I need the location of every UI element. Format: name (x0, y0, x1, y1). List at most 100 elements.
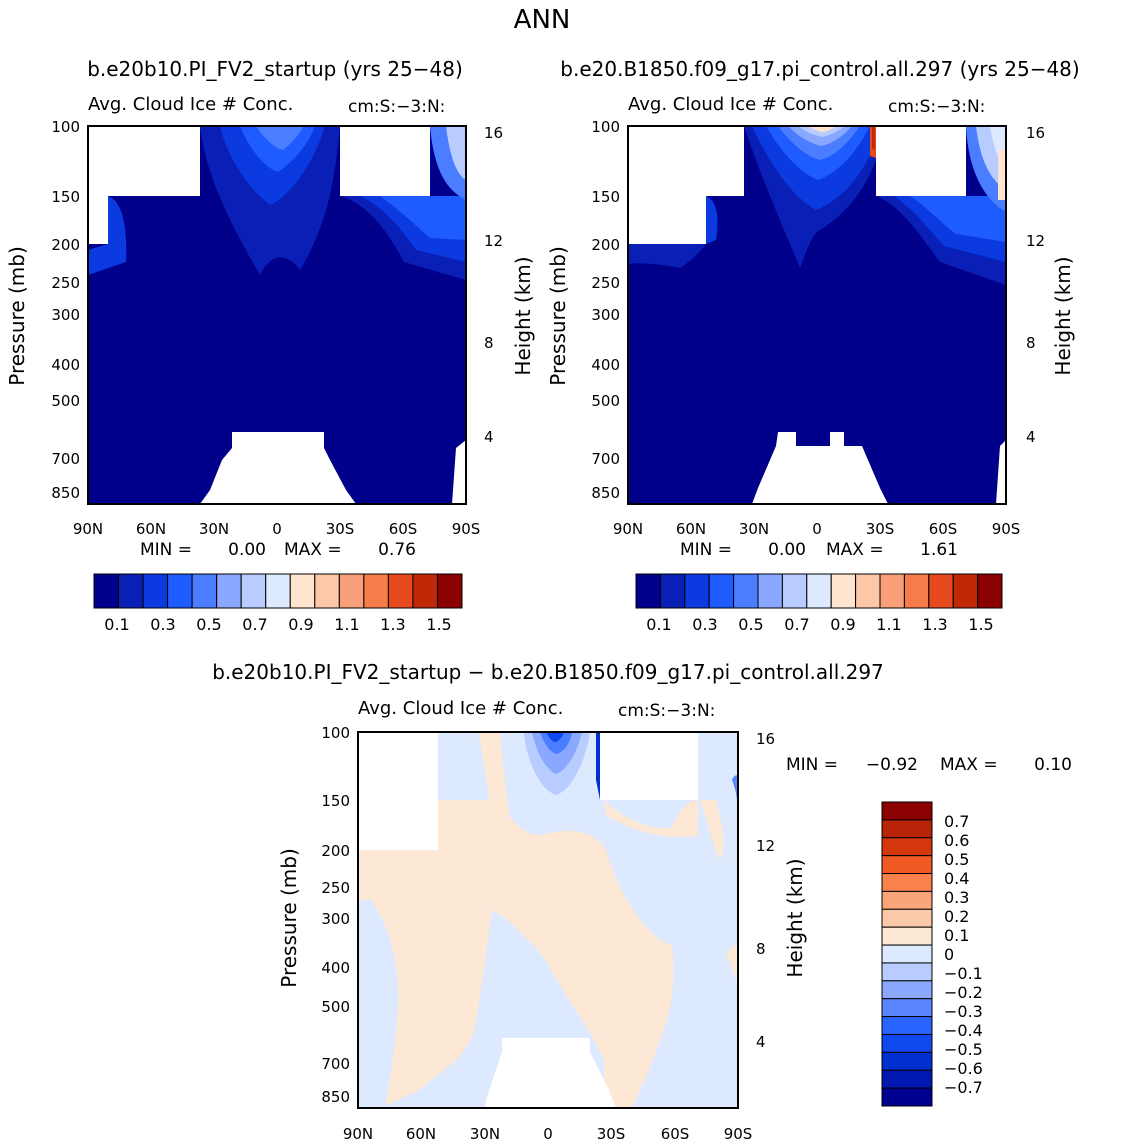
y-tick-label: 400 (591, 356, 620, 374)
colorbar-swatch (265, 573, 291, 609)
colorbar-tick-label: 1.3 (380, 615, 405, 634)
y2-tick-label: 16 (1026, 124, 1045, 142)
colorbar-swatch (881, 944, 933, 964)
diff-title: b.e20b10.PI_FV2_startup − b.e20.B1850.f0… (212, 660, 884, 684)
colorbar-swatch (142, 573, 169, 609)
panel-1-plot (87, 125, 467, 505)
colorbar-swatch (881, 1087, 933, 1107)
colorbar-tick-label: 0.4 (944, 869, 969, 888)
y2-tick-label: 12 (756, 837, 775, 855)
y-tick-label: 850 (591, 484, 620, 502)
x-tick-label: 30S (597, 1125, 626, 1143)
x-tick-label: 30N (199, 520, 229, 538)
y-tick-label: 500 (591, 392, 620, 410)
y-tick-label: 100 (591, 118, 620, 136)
colorbar-swatch (881, 837, 933, 857)
y2-axis-label: Height (km) (783, 858, 807, 977)
colorbar-swatch (977, 573, 1003, 609)
panel-1-colorbar (93, 573, 463, 609)
y2-tick-label: 8 (756, 940, 766, 958)
y-tick-label: 300 (51, 306, 80, 324)
colorbar-tick-label: 0.9 (288, 615, 313, 634)
colorbar-swatch (881, 1033, 933, 1053)
panel-2: b.e20.B1850.f09_g17.pi_control.all.297 (… (546, 57, 1080, 634)
colorbar-tick-label: 1.5 (968, 615, 993, 634)
panel-1-units: cm:S:−3:N: (348, 97, 445, 117)
y-tick-label: 250 (321, 879, 350, 897)
y-axis-label: Pressure (mb) (546, 246, 570, 386)
colorbar-tick-label: 0.6 (944, 831, 969, 850)
colorbar-swatch (167, 573, 193, 609)
colorbar-swatch (436, 573, 463, 609)
y2-tick-label: 4 (484, 428, 494, 446)
y-tick-label: 250 (591, 274, 620, 292)
colorbar-swatch (881, 1069, 933, 1089)
colorbar-swatch (314, 573, 340, 609)
panel-2-y2-axis: 16 12 8 4 Height (km) (1026, 124, 1075, 446)
colorbar-tick-label: 0.5 (196, 615, 221, 634)
y-tick-label: 500 (321, 998, 350, 1016)
colorbar-swatch (708, 573, 735, 609)
y-tick-label: 100 (321, 724, 350, 742)
colorbar-tick-label: 1.1 (334, 615, 359, 634)
colorbar-tick-label: −0.2 (944, 983, 983, 1002)
x-tick-label: 90N (73, 520, 103, 538)
colorbar-tick-label: 0.3 (150, 615, 175, 634)
colorbar-swatch (881, 962, 933, 982)
x-tick-label: 30S (866, 520, 895, 538)
panel-2-title: b.e20.B1850.f09_g17.pi_control.all.297 (… (560, 57, 1079, 81)
panel-2-x-axis: 90N 60N 30N 0 30S 60S 90S (613, 520, 1020, 538)
colorbar-swatch (881, 855, 933, 875)
y2-tick-label: 4 (756, 1033, 766, 1051)
colorbar-swatch (757, 573, 783, 609)
x-tick-label: 60N (406, 1125, 436, 1143)
colorbar-swatch (191, 573, 218, 609)
panel-3-plot (357, 731, 739, 1109)
y-tick-label: 300 (321, 910, 350, 928)
colorbar-swatch (881, 998, 933, 1018)
y2-tick-label: 16 (756, 730, 775, 748)
y-tick-label: 100 (51, 118, 80, 136)
colorbar-swatch (240, 573, 267, 609)
panel-3: b.e20b10.PI_FV2_startup − b.e20.B1850.f0… (212, 660, 1072, 1143)
colorbar-swatch (881, 980, 933, 1000)
colorbar-tick-label: 0.7 (784, 615, 809, 634)
panel-1-x-axis: 90N 60N 30N 0 30S 60S 90S (73, 520, 480, 538)
colorbar-tick-label: 0.2 (944, 907, 969, 926)
panel-1-y-axis: 100 150 200 250 300 400 500 700 850 Pres… (5, 118, 80, 502)
y-tick-label: 700 (321, 1055, 350, 1073)
colorbar-swatch (855, 573, 881, 609)
colorbar-tick-label: −0.3 (944, 1002, 983, 1021)
colorbar-swatch (879, 573, 905, 609)
min-value: 0.00 (228, 540, 266, 560)
colorbar-tick-label: 0.7 (242, 615, 267, 634)
y-tick-label: 300 (591, 306, 620, 324)
min-value: 0.00 (768, 540, 806, 560)
x-tick-label: 90N (343, 1125, 373, 1143)
x-tick-label: 60N (676, 520, 706, 538)
y-axis-label: Pressure (mb) (277, 848, 301, 988)
colorbar-tick-label: 0.7 (944, 812, 969, 831)
y2-tick-label: 12 (1026, 232, 1045, 250)
max-value: 1.61 (920, 540, 958, 560)
colorbar-swatch (363, 573, 389, 609)
colorbar-tick-label: 0.3 (692, 615, 717, 634)
colorbar-tick-label: 1.1 (876, 615, 901, 634)
x-tick-label: 90S (992, 520, 1021, 538)
x-tick-label: 90S (724, 1125, 753, 1143)
colorbar-tick-label: −0.6 (944, 1059, 983, 1078)
colorbar-swatch (830, 573, 857, 609)
y2-tick-label: 4 (1026, 428, 1036, 446)
x-tick-label: 60N (136, 520, 166, 538)
colorbar-tick-label: 0.5 (944, 850, 969, 869)
colorbar-swatch (216, 573, 242, 609)
colorbar-swatch (387, 573, 414, 609)
panel-2-units: cm:S:−3:N: (888, 97, 985, 117)
min-value: −0.92 (866, 755, 918, 775)
x-tick-label: 60S (661, 1125, 690, 1143)
colorbar-swatch (684, 573, 710, 609)
colorbar-tick-label: 1.5 (426, 615, 451, 634)
colorbar-swatch (781, 573, 808, 609)
panel-2-subtitle: Avg. Cloud Ice # Conc. (628, 94, 833, 115)
panel-1: b.e20b10.PI_FV2_startup (yrs 25−48) Avg.… (5, 57, 535, 634)
